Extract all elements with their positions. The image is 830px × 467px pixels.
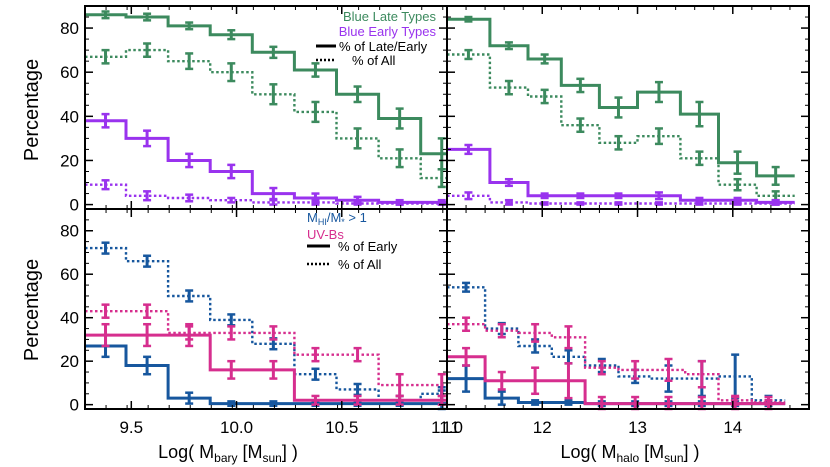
legend-label-uv-bs: UV-Bs (307, 227, 344, 242)
series-step-purple-solid (85, 119, 447, 204)
y-axis-label-top: Percentage (21, 59, 43, 161)
x-tick-label: 11.0 (431, 418, 463, 437)
legend-bottom-left: MHI/M* > 1 UV-Bs % of Early % of All (307, 210, 398, 272)
y-tick-label: 40 (60, 107, 79, 126)
panel-frame (446, 208, 810, 410)
y-tick-label: 60 (60, 265, 79, 284)
y-tick-label: 0 (70, 196, 79, 215)
series-step-blue-solid (85, 344, 447, 406)
x-axis-label-left: Log( Mbary [Msun] ) (158, 442, 298, 465)
y-tick-label: 0 (70, 396, 79, 415)
y-tick-label: 60 (60, 63, 79, 82)
legend-label-blue-late-types: Blue Late Types (343, 9, 436, 24)
series-step-blue-dotted (447, 286, 786, 402)
series-step-blue-dotted (85, 246, 447, 402)
legend-label-hi-ratio: MHI/M* > 1 (307, 210, 367, 227)
legend-label-pct-early: % of Early (338, 239, 398, 254)
legend-label-pct-late-early: % of Late/Early (339, 39, 428, 54)
series-step-magenta-solid (447, 355, 786, 406)
y-tick-label: 20 (60, 151, 79, 170)
legend-top-left: Blue Late Types Blue Early Types % of La… (316, 9, 436, 68)
x-axis-label-right: Log( Mhalo [Msun] ) (560, 442, 699, 465)
legend-label-pct-all: % of All (352, 53, 395, 68)
x-tick-label: 10.0 (220, 418, 253, 437)
x-tick-label: 12 (533, 418, 552, 437)
y-tick-label: 20 (60, 352, 79, 371)
x-tick-label: 13 (628, 418, 647, 437)
y-tick-label: 40 (60, 309, 79, 328)
y-tick-label: 80 (60, 222, 79, 241)
x-tick-label: 10.5 (325, 418, 358, 437)
series-step-green-dotted (447, 53, 795, 197)
series-step-magenta-dotted (447, 323, 786, 404)
x-tick-label: 9.5 (119, 418, 143, 437)
y-axis-label-bottom: Percentage (21, 259, 43, 361)
series-step-purple-dotted (85, 183, 447, 205)
series-step-green-dotted (85, 48, 447, 180)
y-tick-label: 80 (60, 19, 79, 38)
x-tick-label: 14 (723, 418, 742, 437)
plot-layer: 0 20 40 60 80 0 20 40 60 80 9.5 10.0 10.5 11.011 12 13 1… (60, 5, 810, 437)
legend-label-pct-all: % of All (338, 257, 381, 272)
series-step-magenta-dotted (85, 310, 447, 387)
legend-label-blue-early-types: Blue Early Types (339, 24, 437, 39)
x-tick-label: 11 (442, 418, 460, 437)
